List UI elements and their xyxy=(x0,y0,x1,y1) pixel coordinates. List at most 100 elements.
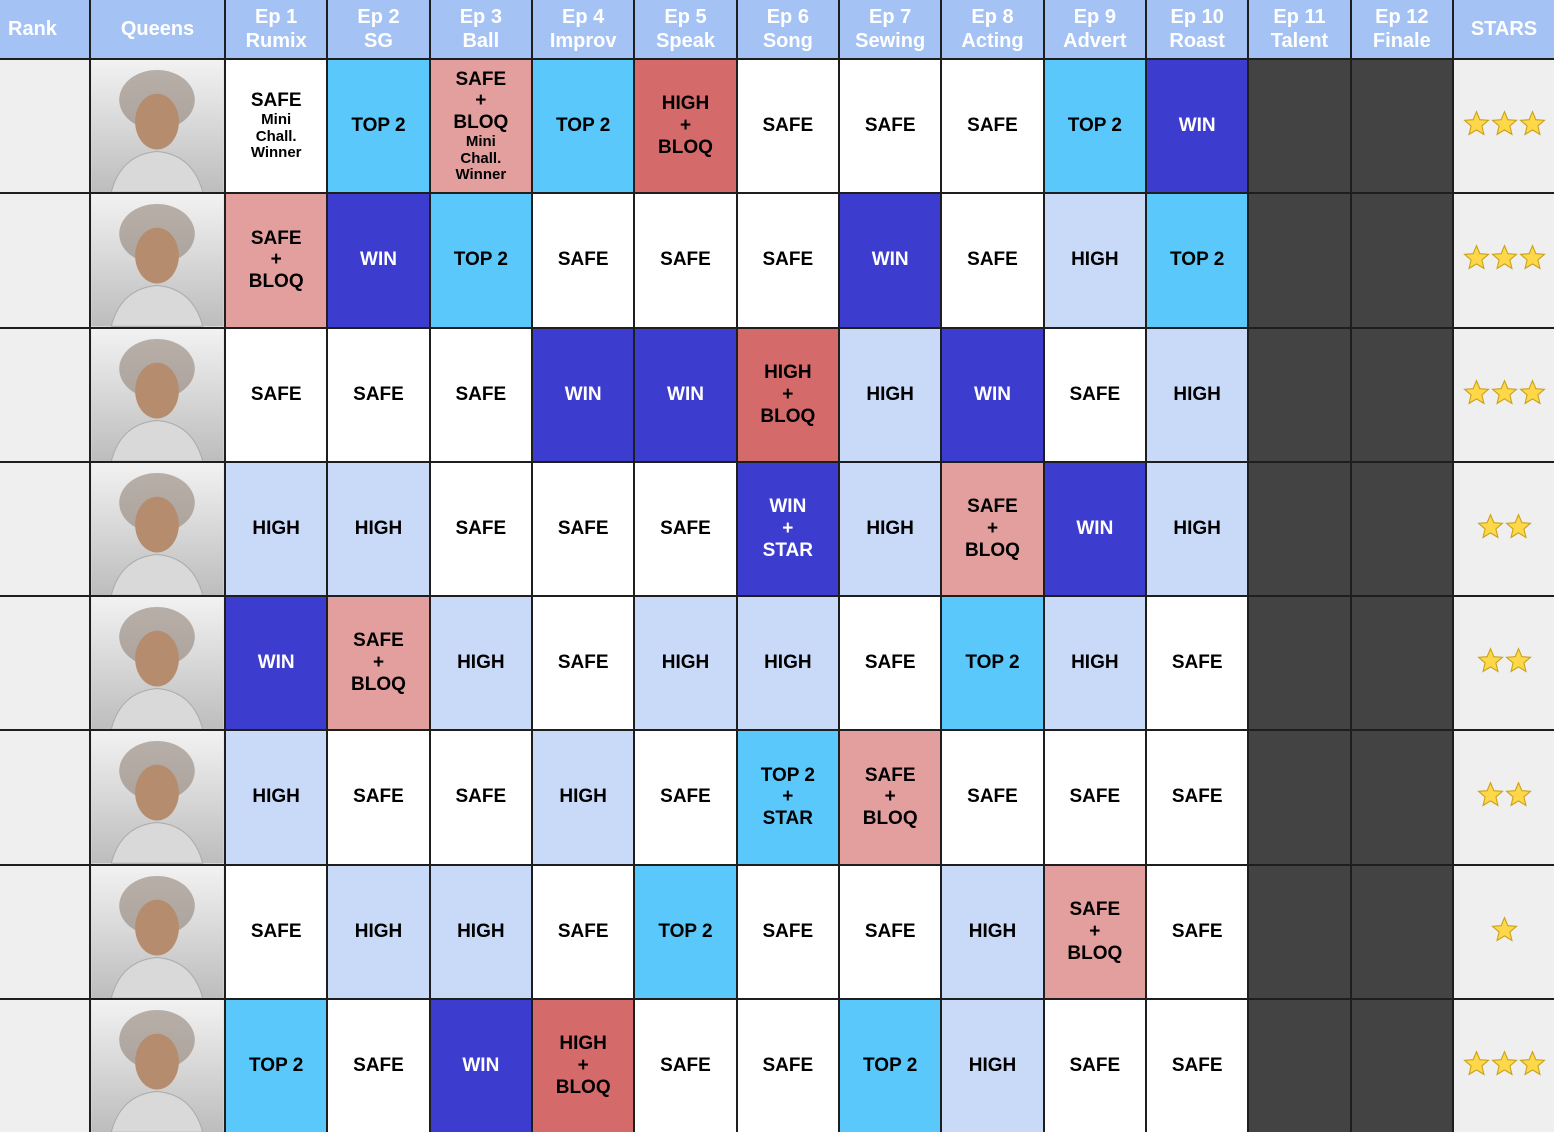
portrait xyxy=(91,60,224,193)
text-line: Ep 8 xyxy=(971,6,1014,28)
result-cell: SAFE xyxy=(328,328,429,461)
result-cell: SAFE xyxy=(328,999,429,1132)
text-line: Ep 10 xyxy=(1170,6,1224,28)
header-cell: Ep 4 Improv xyxy=(533,0,634,58)
header-cell: Ep 7 Sewing xyxy=(840,0,941,58)
queen-photo xyxy=(91,328,224,461)
result-cell: HIGH xyxy=(840,328,941,461)
stars-cell xyxy=(1454,60,1554,193)
result-cell: SAFE + BLOQ xyxy=(328,597,429,730)
header-cell: Ep 11 Talent xyxy=(1249,0,1350,58)
result-cell: SAFE xyxy=(840,865,941,998)
text-line: SAFE xyxy=(353,383,404,405)
result-cell: SAFE xyxy=(533,865,634,998)
stars-cell xyxy=(1454,865,1554,998)
text-line: Mini xyxy=(261,111,292,129)
queen-photo xyxy=(91,865,224,998)
result-cell: HIGH xyxy=(226,731,327,864)
text-line: + xyxy=(884,786,896,808)
text-line: BLOQ xyxy=(658,137,713,159)
text-line: WIN xyxy=(974,383,1011,405)
result-cell: SAFE + BLOQ xyxy=(226,194,327,327)
result-cell: SAFE xyxy=(1147,731,1248,864)
text-line: Ep 6 xyxy=(766,6,809,28)
text-line: SAFE xyxy=(762,1054,814,1076)
text-line: WIN xyxy=(360,249,397,271)
result-cell: SAFE + BLOQ xyxy=(1044,865,1145,998)
star xyxy=(1490,110,1518,142)
text-line: SG xyxy=(364,30,393,52)
result-cell: SAFE + BLOQ Mini Chall. Winner xyxy=(430,60,531,193)
text-line: BLOQ xyxy=(555,1076,611,1098)
result-cell: SAFE xyxy=(1044,999,1145,1132)
result-cell: SAFE xyxy=(533,597,634,730)
text-line: BLOQ xyxy=(965,539,1020,561)
rank-cell xyxy=(0,731,89,864)
text-line: Song xyxy=(762,30,813,52)
rank-cell xyxy=(0,462,89,595)
result-cell: WIN xyxy=(533,328,634,461)
text-line: SAFE xyxy=(455,68,507,90)
star xyxy=(1518,378,1546,411)
result-cell: HIGH + BLOQ xyxy=(533,999,634,1132)
text-line: HIGH xyxy=(559,786,607,808)
star xyxy=(1518,110,1546,142)
result-cell: SAFE xyxy=(430,731,531,864)
empty-cell xyxy=(1351,865,1452,998)
text-line: TOP 2 xyxy=(863,1054,918,1076)
portrait xyxy=(91,462,224,595)
result-cell: SAFE xyxy=(533,194,634,327)
text-line: TOP 2 xyxy=(249,1054,304,1076)
header-cell: Ep 8 Acting xyxy=(942,0,1043,58)
star xyxy=(1462,378,1490,411)
text-line: HIGH xyxy=(252,786,300,808)
result-cell: SAFE + BLOQ xyxy=(840,731,941,864)
text-line: Finale xyxy=(1372,30,1431,52)
result-cell: SAFE xyxy=(635,462,736,595)
result-cell: SAFE xyxy=(737,999,838,1132)
star xyxy=(1504,781,1532,813)
text-line: STARS xyxy=(1470,18,1538,40)
result-cell: HIGH xyxy=(430,597,531,730)
result-cell: HIGH + BLOQ xyxy=(635,60,736,193)
result-cell: WIN xyxy=(430,999,531,1132)
text-line: WIN xyxy=(462,1054,500,1076)
portrait xyxy=(91,597,224,730)
star xyxy=(1490,1050,1518,1082)
rank-cell xyxy=(0,999,89,1132)
result-cell: SAFE xyxy=(1044,328,1145,461)
result-cell: WIN xyxy=(1044,462,1145,595)
text-line: + xyxy=(679,115,692,137)
text-line: SAFE xyxy=(1171,1054,1223,1076)
queen-photo xyxy=(91,731,224,864)
text-line: SAFE xyxy=(762,249,814,271)
text-line: SAFE xyxy=(1171,786,1223,808)
star xyxy=(1518,244,1546,276)
text-line: + xyxy=(782,383,794,405)
rank-cell xyxy=(0,194,89,327)
empty-cell xyxy=(1249,462,1350,595)
empty-cell xyxy=(1249,194,1350,327)
text-line: TOP 2 xyxy=(351,115,406,137)
text-line: + xyxy=(270,249,282,271)
text-line: Speak xyxy=(656,30,715,52)
portrait xyxy=(91,731,224,864)
text-line: HIGH xyxy=(1071,249,1119,271)
text-line: SAFE xyxy=(1171,920,1223,942)
empty-cell xyxy=(1249,999,1350,1132)
result-cell: HIGH + BLOQ xyxy=(737,328,838,461)
text-line: WIN xyxy=(1178,115,1216,137)
stars-cell xyxy=(1454,462,1554,595)
result-cell: SAFE + BLOQ xyxy=(942,462,1043,595)
text-line: HIGH xyxy=(866,517,914,539)
text-line: SAFE xyxy=(864,652,916,674)
text-line: SAFE xyxy=(864,115,916,137)
text-line: WIN xyxy=(257,652,295,674)
text-line: TOP 2 xyxy=(453,249,508,271)
result-cell: TOP 2 xyxy=(226,999,327,1132)
star xyxy=(1476,781,1504,813)
result-cell: HIGH xyxy=(1147,328,1248,461)
stars-cell xyxy=(1454,597,1554,730)
star xyxy=(1462,1050,1490,1082)
text-line: Ep 4 xyxy=(562,6,605,28)
